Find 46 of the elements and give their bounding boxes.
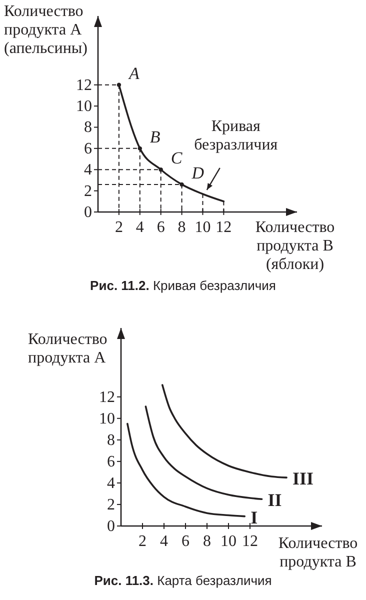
x-tick-label: 8	[178, 219, 186, 236]
x-tick-label: 10	[194, 219, 211, 236]
annotation: C	[170, 148, 183, 168]
y-tick-label: 8	[107, 432, 115, 449]
x-axis-title: Количество продукта В (яблоки)	[255, 219, 335, 273]
y-tick-label: 2	[84, 182, 92, 200]
x-tick-label: 6	[156, 219, 165, 236]
y-tick-label: 4	[84, 162, 92, 179]
y-tick-label: 4	[107, 474, 115, 492]
line-series	[161, 384, 288, 478]
y-tick-label: 0	[84, 204, 92, 221]
text: Рис. 11.2. Кривая безразличия	[90, 278, 276, 293]
line-series	[126, 422, 246, 518]
x-tick-label: 6	[181, 533, 190, 550]
x-tick-label: 10	[220, 533, 236, 550]
x-tick-label: 12	[216, 219, 232, 236]
y-tick-label: 0	[107, 518, 115, 535]
point	[116, 82, 122, 87]
annotation: Кривая безразличия	[194, 118, 278, 154]
point	[158, 168, 163, 172]
point	[138, 146, 142, 151]
annotation: B	[150, 127, 161, 146]
x-tick-label: 8	[202, 533, 211, 550]
y-tick-label: 12	[99, 388, 115, 406]
y-tick-label: 12	[76, 76, 92, 94]
line-series	[144, 406, 263, 500]
y-tick-label: 2	[107, 496, 115, 514]
x-tick-label: 2	[138, 533, 146, 550]
point	[180, 182, 184, 187]
y-axis-title: Количество продукта А (апельсины)	[4, 3, 88, 57]
series-label: II	[268, 490, 282, 510]
y-tick-label: 10	[99, 410, 115, 428]
text: Рис. 11.3. Карта безразличия	[94, 573, 272, 588]
x-axis-title: Количество продукта В	[278, 535, 358, 570]
y-axis-title: Количество продукта А	[28, 331, 108, 366]
annotation: D	[190, 163, 205, 182]
y-tick-label: 8	[84, 119, 92, 136]
x-tick-label: 12	[242, 533, 258, 550]
series-label: III	[292, 468, 314, 489]
series-label: I	[250, 507, 258, 528]
y-tick-label: 6	[84, 140, 92, 158]
y-tick-label: 10	[76, 98, 92, 116]
annotation: A	[128, 64, 140, 83]
x-tick-label: 4	[136, 219, 144, 236]
x-tick-label: 4	[160, 533, 168, 550]
y-tick-label: 6	[107, 453, 115, 470]
